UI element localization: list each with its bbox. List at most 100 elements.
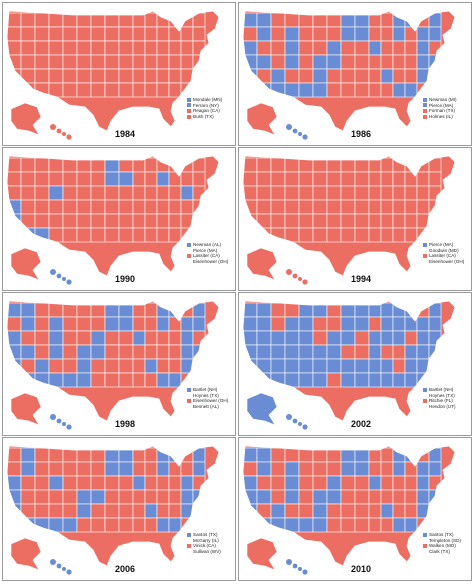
state-shape bbox=[404, 185, 418, 201]
state-shape bbox=[270, 157, 286, 173]
state-shape bbox=[192, 475, 206, 491]
state-shape bbox=[368, 489, 382, 505]
state-shape bbox=[256, 82, 272, 98]
state-shape bbox=[428, 26, 442, 42]
legend-swatch bbox=[423, 108, 427, 113]
state-shape bbox=[298, 344, 314, 360]
state-shape bbox=[428, 330, 442, 346]
us-map bbox=[6, 300, 220, 430]
state-shape bbox=[156, 372, 170, 388]
state-shape bbox=[20, 447, 36, 463]
state-shape bbox=[284, 54, 300, 70]
state-shape bbox=[284, 489, 300, 505]
legend-entry: Newman (AL) bbox=[187, 242, 228, 248]
legend-label: Vinick (CA) bbox=[193, 543, 216, 549]
state-shape bbox=[90, 330, 106, 346]
state-shape bbox=[326, 358, 342, 374]
state-shape bbox=[104, 199, 120, 215]
state-shape bbox=[168, 68, 182, 84]
state-shape bbox=[428, 82, 442, 98]
state-shape bbox=[340, 372, 356, 388]
state-shape bbox=[156, 316, 170, 332]
hawaii-island bbox=[66, 134, 72, 140]
state-shape bbox=[118, 227, 134, 243]
state-shape bbox=[270, 489, 286, 505]
state-shape bbox=[312, 82, 328, 98]
legend-entry: Bartlet (NH) bbox=[187, 387, 228, 393]
state-shape bbox=[392, 171, 406, 187]
state-shape bbox=[90, 461, 106, 477]
state-shape bbox=[34, 185, 50, 201]
state-shape bbox=[20, 316, 36, 332]
state-shape bbox=[48, 358, 64, 374]
state-shape bbox=[298, 475, 314, 491]
state-shape bbox=[156, 171, 170, 187]
state-shape bbox=[270, 316, 286, 332]
state-shape bbox=[380, 316, 394, 332]
state-shape bbox=[380, 54, 394, 70]
state-shape bbox=[256, 199, 272, 215]
state-shape bbox=[354, 503, 370, 519]
state-shape bbox=[168, 40, 182, 56]
legend-entry: Hoynes (TX) bbox=[423, 393, 456, 399]
state-shape bbox=[48, 199, 64, 215]
state-shape bbox=[180, 171, 194, 187]
state-shape bbox=[340, 82, 356, 98]
state-shape bbox=[144, 475, 158, 491]
legend-label: Eisenhower (OH) bbox=[429, 258, 465, 264]
state-shape bbox=[156, 213, 170, 229]
state-shape bbox=[76, 185, 92, 201]
state-shape bbox=[156, 82, 170, 98]
state-shape bbox=[416, 489, 430, 505]
state-shape bbox=[284, 26, 300, 42]
state-shape bbox=[284, 12, 300, 28]
state-shape bbox=[118, 316, 134, 332]
state-shape bbox=[380, 302, 394, 318]
legend-label: Bennett (AL) bbox=[193, 403, 219, 409]
state-shape bbox=[104, 171, 120, 187]
state-shape bbox=[132, 68, 146, 84]
state-shape bbox=[118, 475, 134, 491]
state-shape bbox=[416, 475, 430, 491]
state-shape bbox=[326, 316, 342, 332]
map-panel-1994: Pierce (MA) Goodwin (MD) Lassiter (CA) Eise… bbox=[238, 147, 472, 291]
state-shape bbox=[354, 54, 370, 70]
state-shape bbox=[392, 517, 406, 533]
state-shape bbox=[20, 54, 36, 70]
state-shape bbox=[104, 330, 120, 346]
legend-label: Ferraro (NY) bbox=[193, 102, 219, 108]
state-shape bbox=[168, 503, 182, 519]
state-shape bbox=[354, 171, 370, 187]
state-shape bbox=[354, 227, 370, 243]
state-shape bbox=[192, 213, 206, 229]
state-shape bbox=[298, 227, 314, 243]
state-shape bbox=[20, 68, 36, 84]
state-shape bbox=[256, 54, 272, 70]
state-shape bbox=[428, 68, 442, 84]
legend-label: Ritchie (FL) bbox=[429, 398, 453, 404]
map-panel-1998: Bartlet (NH) Hoynes (TX) Eisenhower (OH) Be… bbox=[2, 292, 236, 436]
state-shape bbox=[404, 40, 418, 56]
state-shape bbox=[132, 330, 146, 346]
state-shape bbox=[392, 185, 406, 201]
legend-label: Newman (AL) bbox=[193, 242, 222, 247]
state-shape bbox=[192, 185, 206, 201]
state-shape bbox=[48, 171, 64, 187]
state-shape bbox=[104, 517, 120, 533]
state-shape bbox=[180, 461, 194, 477]
map-legend: Bartlet (NH) Hoynes (TX) Eisenhower (OH) Be… bbox=[187, 387, 228, 409]
state-shape bbox=[380, 26, 394, 42]
state-shape bbox=[392, 372, 406, 388]
state-shape bbox=[404, 461, 418, 477]
state-shape bbox=[118, 82, 134, 98]
state-shape bbox=[34, 213, 50, 229]
hawaii-island bbox=[298, 422, 302, 426]
map-legend: Santos (TX) Templeton (SD) Walken (MO) Clar… bbox=[423, 532, 461, 554]
state-shape bbox=[7, 157, 22, 173]
legend-swatch bbox=[187, 543, 191, 548]
state-shape bbox=[168, 171, 182, 187]
state-shape bbox=[270, 213, 286, 229]
state-shape bbox=[192, 517, 206, 533]
state-shape bbox=[368, 40, 382, 56]
state-shape bbox=[256, 447, 272, 463]
